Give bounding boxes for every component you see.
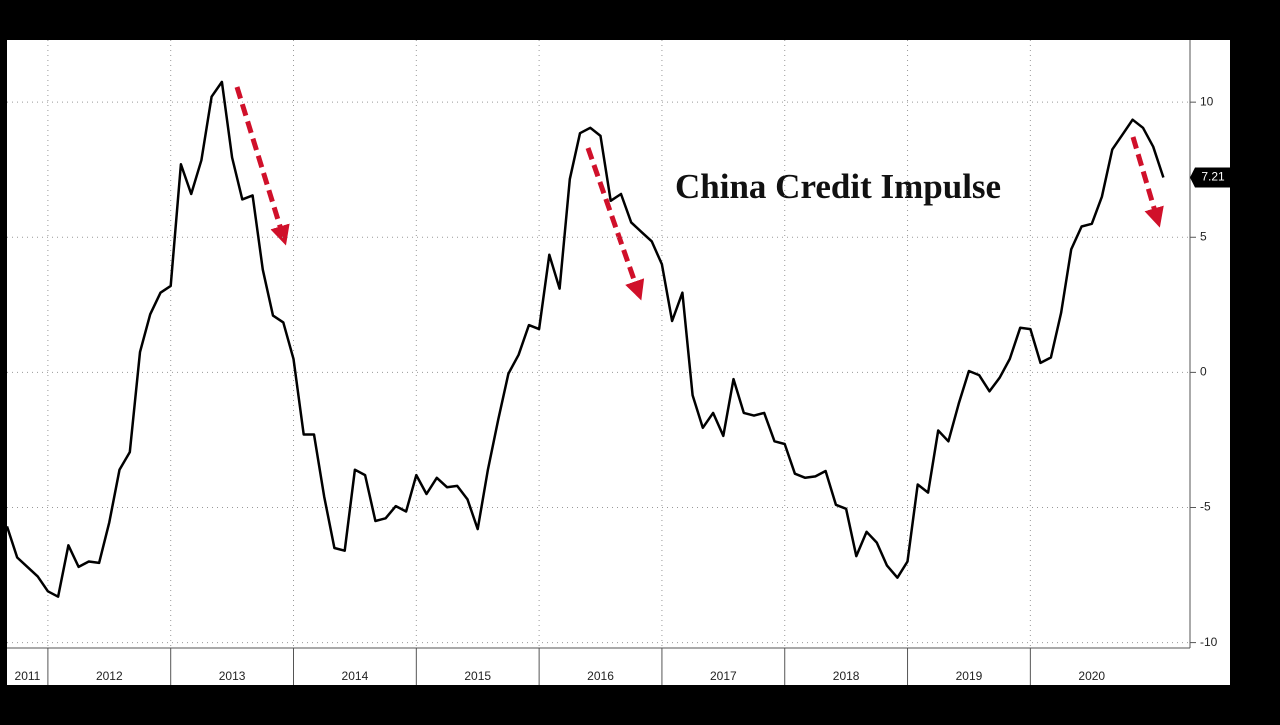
x-tick-label: 2014	[342, 669, 369, 683]
y-tick-label: 5	[1200, 229, 1207, 243]
x-tick-label: 2018	[833, 669, 860, 683]
x-tick-label: 2015	[464, 669, 491, 683]
x-tick-label: 2016	[587, 669, 614, 683]
x-tick-label: 2011	[15, 669, 41, 683]
y-tick-label: 0	[1200, 365, 1207, 379]
arrow	[585, 147, 645, 301]
line	[5, 80, 1165, 598]
y-tick-label: -5	[1200, 500, 1211, 514]
x-tick-label: 2019	[956, 669, 983, 683]
last-value-tag	[1190, 167, 1230, 188]
x-tick-label: 2012	[96, 669, 123, 683]
arrow	[1130, 136, 1164, 228]
last-value-label: 7.21	[1201, 170, 1225, 184]
y-tick-label: 10	[1200, 94, 1214, 108]
x-tick-label: 2013	[219, 669, 246, 683]
arrow	[234, 86, 290, 246]
plot-area	[7, 40, 1230, 685]
chart-title: China Credit Impulse	[675, 167, 1001, 206]
x-tick-label: 2017	[710, 669, 737, 683]
x-tick-label: 2020	[1078, 669, 1105, 683]
y-tick-label: -10	[1200, 635, 1218, 649]
